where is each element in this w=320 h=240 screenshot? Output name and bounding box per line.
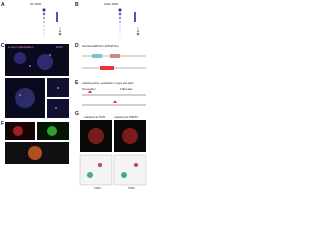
panel-subtitle: Labeled at P56/57 xyxy=(114,115,139,119)
panel-letter: E xyxy=(75,80,79,86)
micrograph xyxy=(5,44,69,118)
axis-label: TOM xyxy=(128,186,135,190)
panel-letter: B xyxy=(75,2,79,8)
image-label: in situ hybridization xyxy=(8,45,34,49)
dot-plot xyxy=(42,8,62,38)
micrograph xyxy=(79,120,147,186)
step-label: Tdtomato xyxy=(120,87,133,91)
panel-title: Labeling Ascl1+ population in pups and a… xyxy=(82,81,134,85)
timeline xyxy=(82,90,146,106)
panel-letter: G xyxy=(75,111,79,117)
dot-plot xyxy=(118,8,140,38)
panel-subtitle: Labeled at P4/5 xyxy=(84,115,105,119)
panel-letter: F xyxy=(1,121,4,127)
schematic xyxy=(82,54,146,70)
step-label: Tamoxifen xyxy=(82,87,96,91)
figure: A P1 SMG B Adult SMG C in situ hybridiza… xyxy=(1,2,147,190)
axis-label: TOM xyxy=(94,186,101,190)
panel-letter: C xyxy=(1,43,5,49)
panel-letter: A xyxy=(1,2,5,8)
panel-title: Adult SMG xyxy=(104,2,119,6)
micrograph xyxy=(5,122,69,164)
panel-letter: D xyxy=(75,43,79,49)
panel-title: Ascl1CreERT2/+;R26tdTom xyxy=(82,44,119,48)
image-label: DAPI xyxy=(56,45,63,49)
panel-title: P1 SMG xyxy=(30,2,42,6)
